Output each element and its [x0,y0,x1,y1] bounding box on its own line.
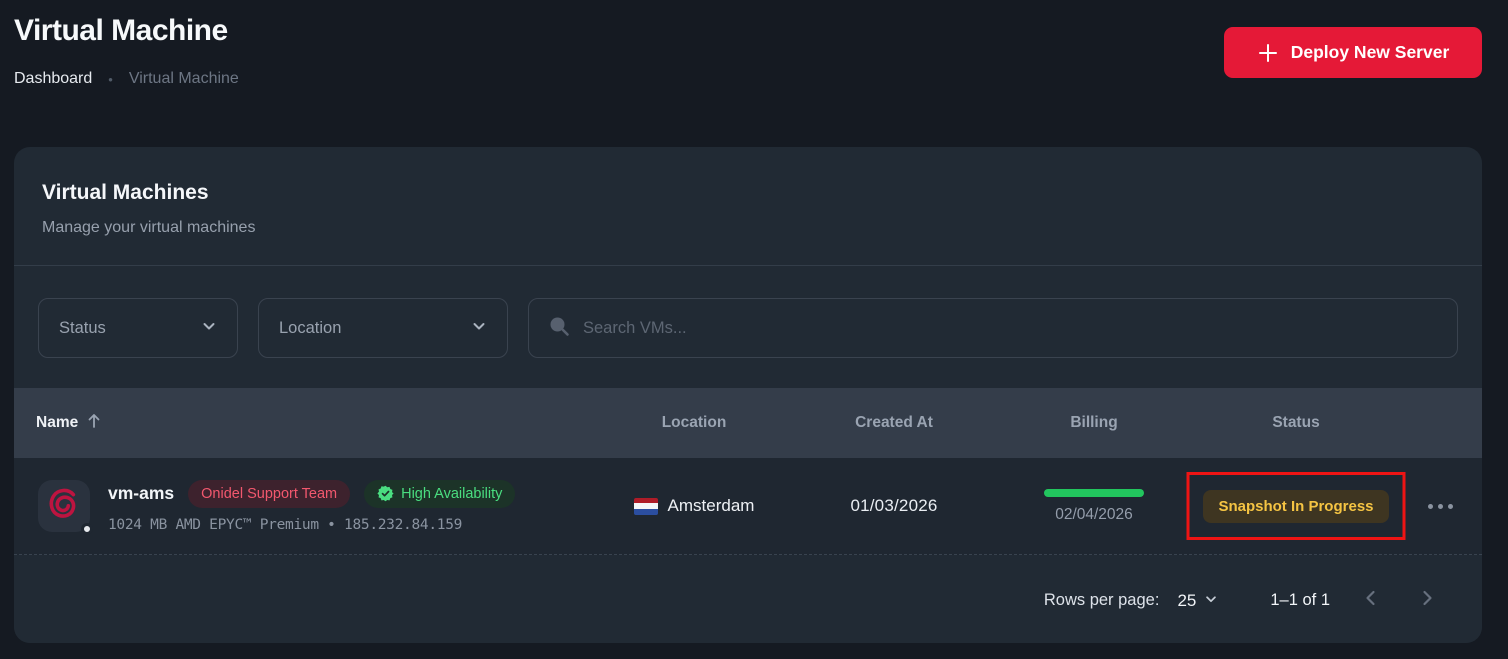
chevron-down-icon [471,318,487,339]
status-filter-label: Status [59,318,106,337]
status-cell: Snapshot In Progress [1186,472,1406,540]
next-page-button[interactable] [1412,586,1442,616]
deploy-new-server-button[interactable]: Deploy New Server [1224,27,1482,78]
vm-name-cell: vm-ams Onidel Support Team High Availabi… [14,479,594,535]
debian-logo-icon [46,486,82,527]
location-filter-label: Location [279,318,342,337]
billing-cell: 02/04/2026 [994,488,1194,524]
vm-name-lines: vm-ams Onidel Support Team High Availabi… [108,479,516,533]
sort-ascending-icon [86,412,102,435]
high-availability-badge: High Availability [364,479,516,508]
divider [14,265,1482,266]
vm-power-status-dot [81,523,93,535]
table-row[interactable]: vm-ams Onidel Support Team High Availabi… [14,458,1482,555]
chevron-right-icon [1417,588,1437,613]
status-badge: Snapshot In Progress [1203,489,1389,523]
plus-icon [1257,42,1279,64]
avatar [38,480,93,535]
page-header: Virtual Machine Dashboard • Virtual Mach… [0,0,1508,147]
chevron-left-icon [1361,588,1381,613]
breadcrumb-current: Virtual Machine [128,70,239,87]
search-input[interactable] [583,318,1439,338]
vm-specs: 1024 MB AMD EPYC™ Premium • 185.232.84.1… [108,516,463,533]
breadcrumb-separator: • [108,71,113,87]
pagination-range: 1–1 of 1 [1270,591,1330,609]
billing-progress-bar [1044,488,1144,497]
created-at-cell: 01/03/2026 [850,496,938,515]
column-header-status: Status [1272,414,1320,431]
billing-date: 02/04/2026 [1055,505,1133,523]
vm-name[interactable]: vm-ams [108,483,175,503]
breadcrumb: Dashboard • Virtual Machine [14,70,239,88]
row-actions-menu-button[interactable] [1398,503,1482,509]
card-subtitle: Manage your virtual machines [42,219,256,236]
previous-page-button[interactable] [1356,586,1386,616]
column-header-location: Location [661,414,727,431]
team-badge: Onidel Support Team [188,479,351,508]
location-filter-dropdown[interactable]: Location [258,298,508,358]
location-cell: Amsterdam [594,496,794,516]
ellipsis-icon [1427,503,1433,509]
chevron-down-icon [1204,591,1218,611]
column-header-billing: Billing [1070,414,1118,431]
column-header-created-at: Created At [855,414,933,431]
verified-check-icon [377,485,394,502]
column-header-name[interactable]: Name [14,412,594,435]
breadcrumb-dashboard-link[interactable]: Dashboard [14,70,93,87]
rows-per-page-value: 25 [1177,590,1197,610]
chevron-down-icon [201,318,217,339]
high-availability-label: High Availability [401,485,503,502]
page-title: Virtual Machine [14,14,228,47]
deploy-button-label: Deploy New Server [1290,42,1450,62]
card-header: Virtual Machines Manage your virtual mac… [14,147,1482,265]
table-header-row: Name Location Created At Billing Status [14,388,1482,458]
table-footer: Rows per page: 25 1–1 of 1 [14,555,1482,643]
column-header-name-label: Name [36,414,79,431]
search-box [528,298,1458,358]
annotation-highlight-box [1186,472,1406,540]
status-filter-dropdown[interactable]: Status [38,298,238,358]
rows-per-page-label: Rows per page: [1043,591,1160,609]
netherlands-flag-icon [633,497,658,515]
location-label: Amsterdam [667,496,755,515]
filter-bar: Status Location [14,266,1482,388]
search-icon [547,314,571,343]
rows-per-page-select[interactable]: 25 [1177,591,1218,611]
card-title: Virtual Machines [42,181,209,204]
virtual-machines-card: Virtual Machines Manage your virtual mac… [14,147,1482,643]
